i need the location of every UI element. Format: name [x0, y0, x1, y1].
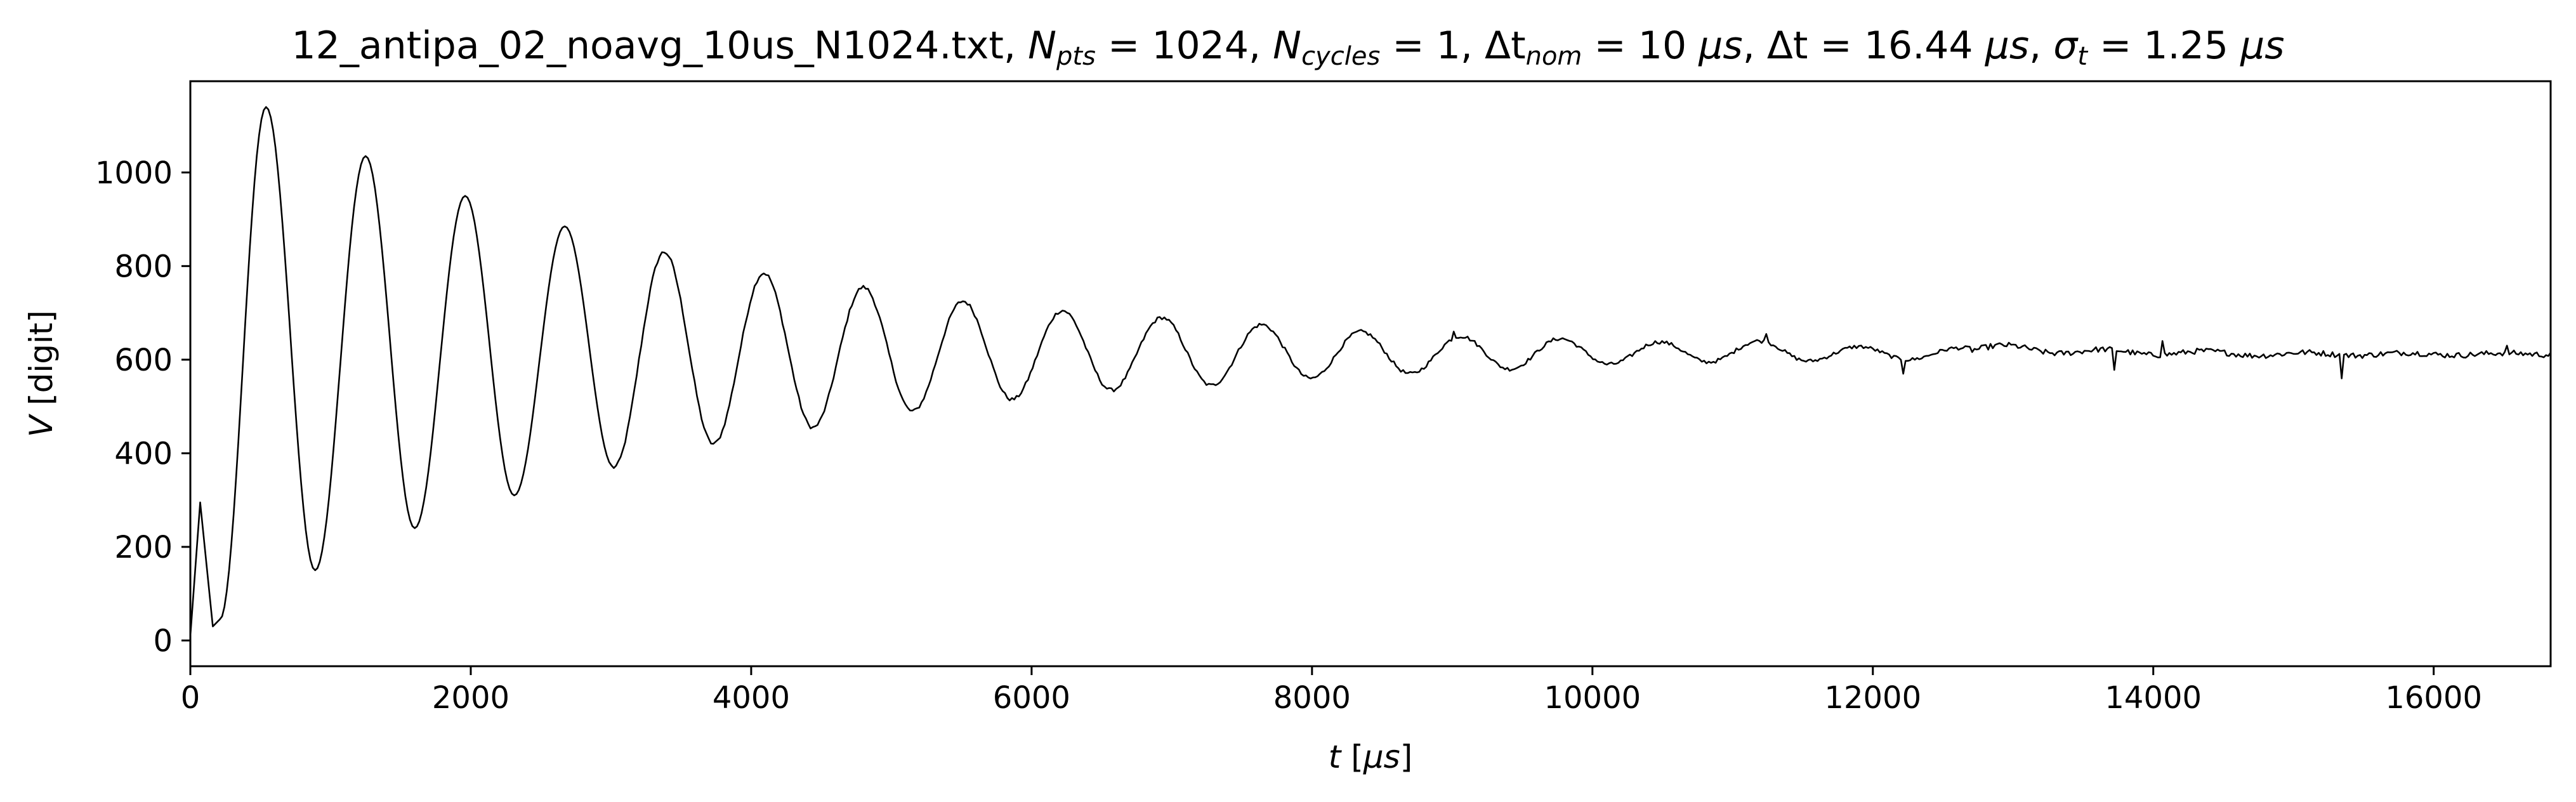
plot-area	[189, 80, 2552, 667]
y-tick-label: 1000	[95, 155, 173, 191]
x-axis: 0 2000 4000 6000 8000 10000 12000 14000 16000	[181, 666, 2482, 716]
title-dtnom-subscript: nom	[1526, 42, 1582, 71]
y-axis-label-var: V	[23, 413, 60, 437]
x-tick-label: 16000	[2385, 680, 2482, 716]
title-sigma-unit: μs	[2240, 23, 2284, 68]
x-tick-label: 4000	[713, 680, 790, 716]
y-tick-label: 400	[114, 436, 173, 471]
title-npts-symbol: N	[1028, 23, 1056, 68]
x-tick-label: 14000	[2105, 680, 2202, 716]
x-axis-label: t [μs]	[1329, 739, 1412, 775]
y-axis-label: V [digit]	[23, 310, 60, 437]
title-filename: 12_antipa_02_noavg_10us_N1024.txt,	[291, 23, 1028, 68]
title-ncycles-value: = 1,	[1380, 23, 1485, 68]
title-sigma-subscript: t	[2077, 42, 2088, 71]
chart-title: 12_antipa_02_noavg_10us_N1024.txt, Npts …	[291, 23, 2284, 71]
title-npts-value: = 1024,	[1096, 23, 1273, 68]
x-tick-label: 12000	[1824, 680, 1921, 716]
series-line	[190, 106, 2551, 636]
title-dt-value: = 16.44	[1808, 23, 1985, 68]
title-sigma-symbol: σ	[2053, 23, 2079, 68]
y-tick-label: 200	[114, 530, 173, 565]
x-axis-label-close: ]	[1400, 739, 1413, 775]
title-npts-subscript: pts	[1056, 42, 1096, 71]
title-dtnom-unit: μs	[1698, 23, 1742, 68]
title-dt-symbol: Δt	[1767, 23, 1808, 68]
y-tick-label: 800	[114, 249, 173, 284]
title-dt-unit: μs	[1985, 23, 2029, 68]
title-ncycles-symbol: N	[1273, 23, 1301, 68]
x-axis-label-var: t	[1329, 739, 1343, 775]
x-tick-label: 8000	[1273, 680, 1351, 716]
title-separator-2: ,	[2029, 23, 2053, 68]
x-tick-label: 10000	[1544, 680, 1641, 716]
x-tick-label: 6000	[993, 680, 1070, 716]
title-sigma-value: = 1.25	[2087, 23, 2240, 68]
title-ncycles-subscript: cycles	[1301, 42, 1380, 71]
x-tick-label: 2000	[432, 680, 509, 716]
y-axis-label-unit: [digit]	[23, 310, 60, 416]
title-dtnom-symbol: Δt	[1485, 23, 1526, 68]
x-axis-label-unit: μs	[1363, 739, 1400, 775]
y-axis: 0 200 400 600 800 1000	[95, 155, 190, 659]
y-tick-label: 600	[114, 343, 173, 378]
title-dtnom-value: = 10	[1582, 23, 1699, 68]
x-axis-label-open: [	[1341, 739, 1363, 775]
x-tick-label: 0	[181, 680, 200, 716]
y-tick-label: 0	[153, 623, 173, 659]
title-separator-1: ,	[1743, 23, 1767, 68]
